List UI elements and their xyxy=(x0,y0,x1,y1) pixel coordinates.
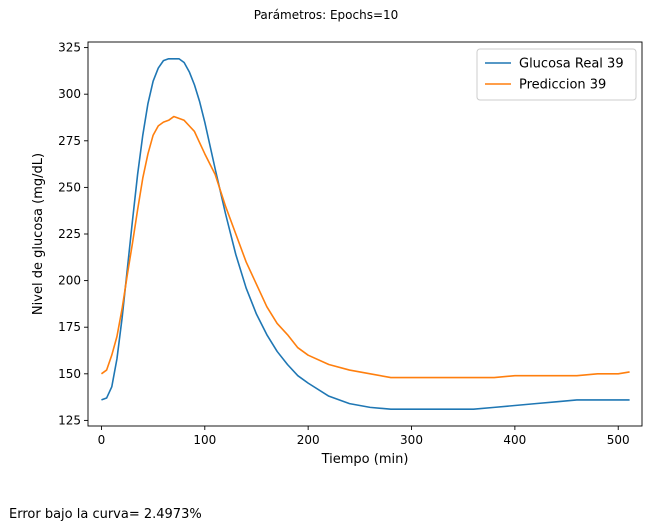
legend-label-real: Glucosa Real 39 xyxy=(519,57,624,72)
series-layer xyxy=(100,57,630,411)
y-tick-label: 200 xyxy=(58,274,81,288)
x-axis-label: Tiempo (min) xyxy=(321,452,409,467)
y-tick-label: 325 xyxy=(58,41,81,55)
series-line-real xyxy=(101,57,630,411)
ticks-layer: 0 100 200 300 400 500 125 150 175 200 225 250 275 300… xyxy=(58,41,630,447)
error-footer: Error bajo la curva= 2.4973% xyxy=(9,507,202,522)
x-tick-label: 200 xyxy=(297,433,320,447)
legend-label-prediccion: Prediccion 39 xyxy=(519,78,606,93)
y-axis-label: Nivel de glucosa (mg/dL) xyxy=(31,153,46,315)
y-tick-label: 250 xyxy=(58,180,81,194)
y-tick-label: 275 xyxy=(58,134,81,148)
series-line-prediccion xyxy=(100,115,630,379)
x-tick-label: 300 xyxy=(400,433,423,447)
x-tick-label: 100 xyxy=(193,433,216,447)
y-tick-label: 150 xyxy=(58,367,81,381)
y-tick-label: 175 xyxy=(58,320,81,334)
legend: Glucosa Real 39 Prediccion 39 xyxy=(476,48,637,101)
y-tick-label: 125 xyxy=(58,413,81,427)
legend-box xyxy=(476,48,637,101)
y-tick-label: 225 xyxy=(58,227,81,241)
x-tick-label: 400 xyxy=(503,433,526,447)
x-tick-label: 0 xyxy=(98,433,106,447)
y-tick-label: 300 xyxy=(58,87,81,101)
x-tick-label: 500 xyxy=(607,433,630,447)
figure-suptitle: Parámetros: Epochs=10 xyxy=(253,8,399,22)
